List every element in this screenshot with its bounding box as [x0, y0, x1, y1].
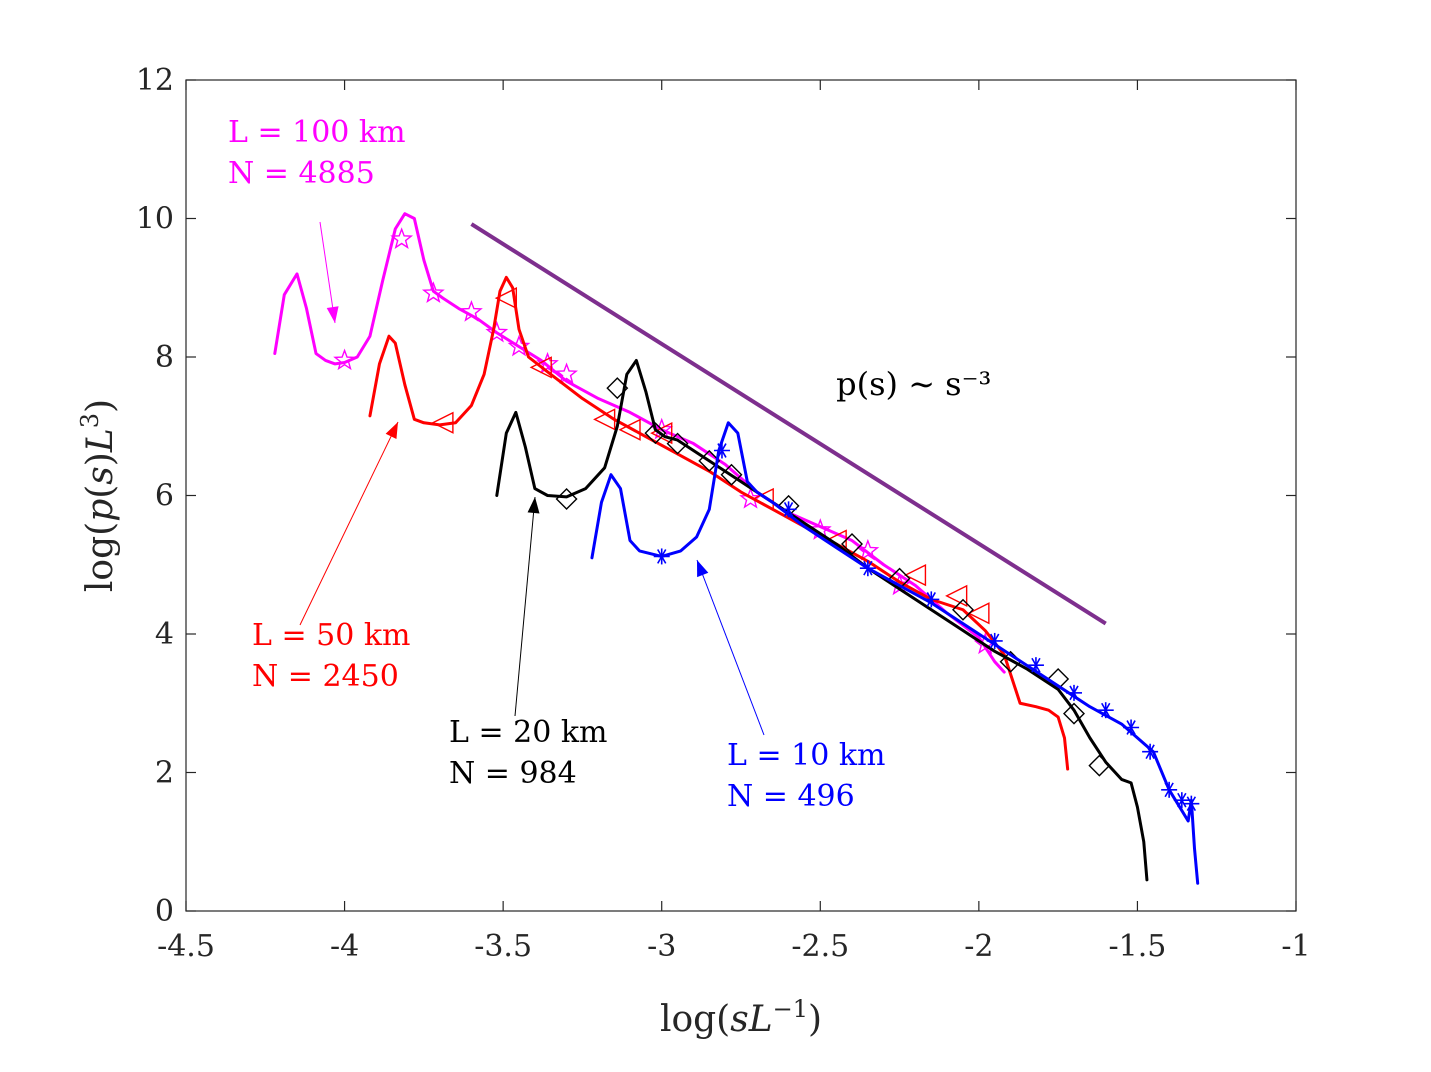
series-l-10-km-n-496-marker	[859, 560, 876, 577]
annotation-l-100-km-arrowhead	[326, 306, 339, 323]
series-l-100-km-n-4885-marker	[485, 320, 509, 343]
series-l-10-km-n-496-marker	[923, 591, 940, 608]
annotation-l-20-km: L = 20 km N = 984	[449, 496, 607, 791]
annotation-l-100-km-line1: L = 100 km	[228, 115, 406, 150]
series-l-100-km-n-4885-marker	[390, 227, 414, 249]
series-l-50-km-n-2450-marker	[751, 487, 774, 511]
x-tick-label: -1.5	[1108, 929, 1166, 964]
series-l-20-km-n-984-marker	[952, 598, 974, 621]
series-l-10-km-n-496-marker	[653, 548, 670, 565]
y-tick-label: 6	[155, 479, 174, 514]
annotation-l-10-km: L = 10 km N = 496	[696, 559, 885, 814]
series-l-10-km-n-496-marker	[1027, 657, 1044, 674]
y-tick-label: 10	[136, 202, 174, 237]
series-l-10-km-n-496-marker	[1123, 719, 1140, 736]
series-l-100-km-n-4885-marker	[856, 538, 880, 561]
x-tick-label: -2	[964, 929, 993, 964]
series-l-50-km-n-2450-marker	[593, 408, 616, 431]
series-l-20-km-n-984-marker	[1063, 702, 1085, 725]
annotation-l-20-km-arrowhead	[527, 497, 540, 514]
series-l-100-km-n-4885-marker	[739, 486, 762, 509]
series-l-10-km-n-496-marker	[1097, 702, 1114, 719]
annotation-l-10-km-arrow	[696, 559, 765, 736]
y-tick-label: 12	[136, 63, 174, 98]
series-l-20-km-n-984-marker	[1047, 668, 1070, 691]
annotation-l-100-km-line2: N = 4885	[228, 156, 375, 191]
series-l-50-km-n-2450-marker	[618, 418, 641, 441]
series-l-20-km-n-984-marker	[1088, 754, 1111, 777]
reference-line-label: p(s) ∼ s⁻³	[836, 365, 991, 403]
reference-line-group: p(s) ∼ s⁻³	[470, 222, 1107, 626]
series-l-50-km-n-2450-marker	[494, 287, 518, 310]
series-l-100-km-n-4885-marker	[421, 281, 445, 303]
series-l-100-km-n-4885-marker	[555, 362, 578, 385]
y-tick-label: 8	[155, 340, 174, 375]
series-l-10-km-n-496-marker	[986, 632, 1003, 649]
annotation-l-50-km: L = 50 km N = 2450	[252, 421, 410, 694]
series-l-20-km-n-984-marker	[888, 567, 911, 590]
series-l-10-km-n-496-marker	[1066, 684, 1082, 701]
x-tick-label: -4.5	[157, 929, 215, 964]
series-l-50-km-n-2450-marker	[967, 602, 990, 625]
y-tick-label: 4	[155, 617, 174, 652]
series-l-50-km-n-2450-marker	[431, 411, 454, 434]
y-axis-label: log(p(s)L3)	[76, 399, 121, 592]
series-l-10-km-n-496-marker	[713, 442, 730, 459]
x-tick-label: -3.5	[474, 929, 532, 964]
series-l-20-km-n-984-marker	[644, 422, 667, 445]
annotation-l-20-km-arrow	[514, 496, 536, 717]
annotations-group: L = 100 km N = 4885 L = 50 km N = 2450 L = 2…	[228, 115, 885, 814]
series-l-20-km-n-984-marker	[841, 532, 863, 555]
series-l-10-km-n-496-marker	[1173, 792, 1190, 809]
series-l-20-km-n-984-marker	[555, 487, 578, 510]
series-l-100-km-n-4885-marker	[460, 299, 483, 322]
annotation-l-100-km: L = 100 km N = 4885	[228, 115, 406, 324]
annotation-l-20-km-line2: N = 984	[449, 756, 577, 791]
series-l-10-km-n-496-marker	[1183, 795, 1200, 812]
y-tick-label: 0	[155, 894, 174, 929]
series-l-100-km-n-4885-marker	[507, 334, 531, 357]
series-l-10-km-n-496-marker	[1161, 781, 1178, 798]
annotation-l-50-km-line1: L = 50 km	[252, 618, 410, 653]
series-l-10-km-n-496-line	[590, 421, 1200, 885]
series-l-50-km-n-2450-marker	[529, 356, 552, 379]
annotation-l-10-km-arrowhead	[697, 560, 709, 578]
x-axis-label: log(sL−1)	[660, 995, 822, 1040]
series-l-100-km-n-4885-marker	[536, 351, 559, 374]
annotation-l-50-km-arrowhead	[385, 422, 398, 440]
axis-ticks: -4.5 -4 -3.5 -3 -2.5 -2 -1.5 -1 0 2 4 6 8 10 12	[136, 63, 1311, 964]
series-l-10-km-n-496	[590, 421, 1200, 885]
annotation-l-50-km-arrow	[299, 421, 399, 626]
series-l-50-km-n-2450-marker	[945, 584, 968, 608]
series-group	[273, 212, 1200, 885]
series-l-20-km-n-984-marker	[720, 463, 743, 486]
x-tick-label: -3	[647, 929, 676, 964]
x-tick-label: -4	[330, 929, 359, 964]
series-l-100-km-n-4885-marker	[333, 348, 356, 371]
annotation-l-20-km-line1: L = 20 km	[449, 715, 607, 750]
x-tick-label: -1	[1281, 929, 1310, 964]
series-l-20-km-n-984-marker	[698, 449, 721, 472]
reference-line-s-minus-3	[470, 222, 1107, 626]
annotation-l-50-km-line2: N = 2450	[252, 659, 399, 694]
series-l-20-km-n-984-marker	[666, 432, 689, 455]
x-tick-label: -2.5	[791, 929, 849, 964]
series-l-20-km-n-984-marker	[606, 377, 629, 400]
series-l-10-km-n-496-marker	[1142, 743, 1159, 760]
annotation-l-10-km-line2: N = 496	[727, 779, 855, 814]
series-l-50-km-n-2450-marker	[650, 422, 673, 445]
annotation-l-100-km-arrow	[319, 221, 336, 324]
series-l-10-km-n-496-marker	[780, 501, 797, 518]
series-l-50-km-n-2450-marker	[903, 564, 927, 587]
y-tick-label: 2	[155, 756, 174, 791]
annotation-l-10-km-line1: L = 10 km	[727, 738, 885, 773]
